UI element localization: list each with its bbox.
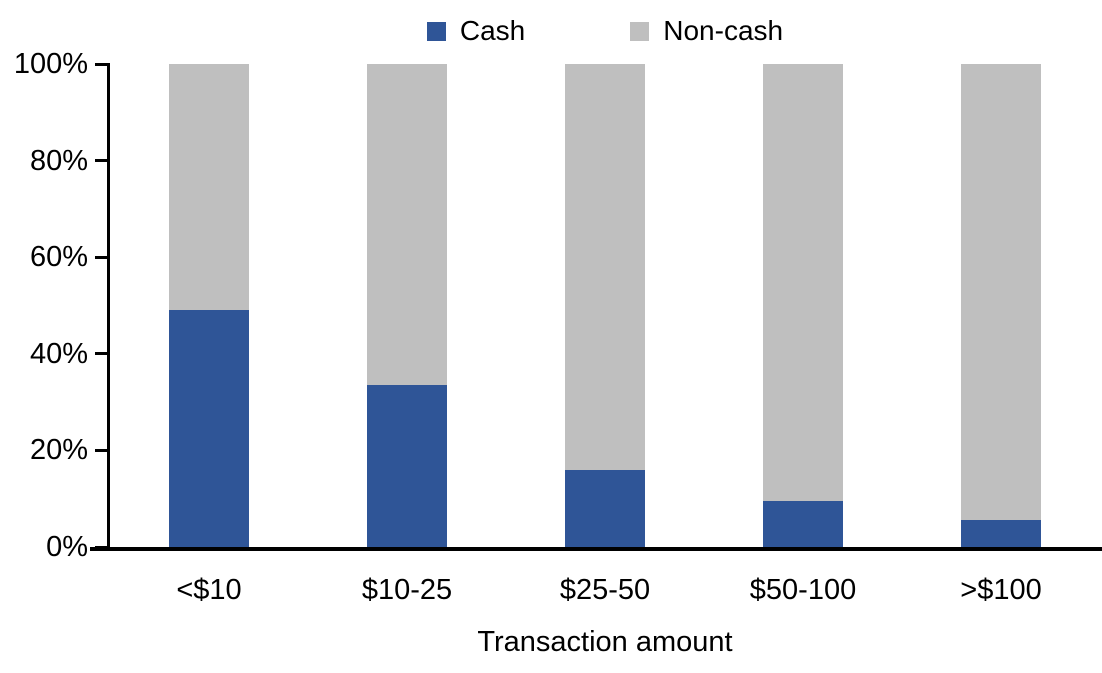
bar-segment-cash-2 (565, 469, 645, 547)
y-tick-label-60: 60% (29, 241, 88, 274)
cash-legend-swatch (426, 21, 446, 41)
bar-segment-cash-3 (763, 501, 843, 547)
bar-group-3 (763, 64, 843, 547)
bar-segment-non-cash-3 (763, 64, 843, 502)
bar-segment-cash-1 (367, 385, 447, 547)
y-tick-0 (95, 545, 110, 549)
y-tick-80 (95, 159, 110, 163)
y-tick-label-100: 100% (13, 48, 88, 80)
cash-legend-label: Cash (459, 15, 526, 46)
bar-group-0 (169, 64, 249, 547)
x-category-label-3: $50-100 (749, 574, 857, 606)
bar-segment-cash-0 (169, 310, 249, 547)
y-tick-label-20: 20% (29, 434, 88, 467)
y-axis-line (107, 64, 110, 549)
legend-item-non-cash: Non-cash (630, 14, 783, 48)
bar-segment-non-cash-0 (169, 64, 249, 311)
x-axis-title: Transaction amount (477, 626, 733, 658)
bar-segment-non-cash-2 (565, 64, 645, 470)
y-tick-60 (95, 255, 110, 259)
bar-group-2 (565, 64, 645, 547)
non-cash-legend-swatch (630, 21, 650, 41)
bar-group-1 (367, 64, 447, 547)
non-cash-legend-label: Non-cash (663, 15, 784, 46)
legend-item-cash: Cash (426, 14, 526, 48)
y-tick-100 (95, 62, 110, 66)
y-tick-label-0: 0% (46, 531, 88, 563)
plot-area (90, 62, 1102, 551)
y-tick-label-80: 80% (29, 144, 88, 177)
bar-group-4 (961, 64, 1041, 547)
x-category-label-2: $25-50 (559, 574, 651, 606)
bar-segment-non-cash-4 (961, 64, 1041, 521)
bar-segment-non-cash-1 (367, 64, 447, 386)
y-tick-label-40: 40% (29, 337, 88, 370)
legend: Cash Non-cash (110, 10, 1100, 52)
x-category-label-4: >$100 (960, 574, 1042, 606)
bar-segment-cash-4 (961, 520, 1041, 547)
y-tick-40 (95, 352, 110, 356)
x-category-label-0: <$10 (176, 574, 242, 606)
x-category-label-1: $10-25 (361, 574, 453, 606)
x-axis-line (90, 547, 1102, 551)
y-tick-20 (95, 448, 110, 452)
